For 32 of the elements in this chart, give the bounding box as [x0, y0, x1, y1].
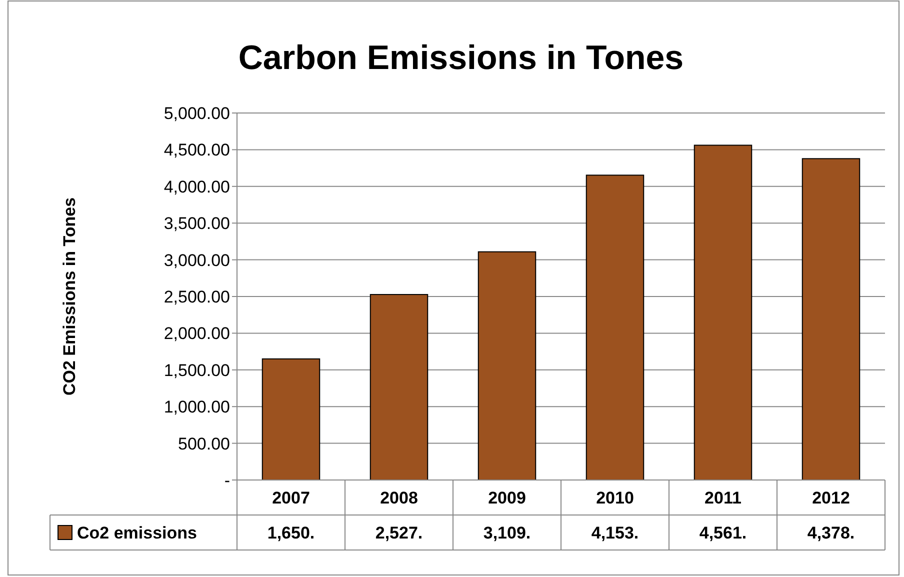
data-label: 1,650.: [267, 523, 315, 542]
x-tick-label: 2007: [272, 488, 310, 508]
y-tick-label: 4,500.00: [164, 140, 230, 160]
x-tick-label: 2012: [812, 488, 850, 508]
y-axis-title: CO2 Emissions in Tones: [60, 197, 79, 396]
data-label: 4,153.: [591, 523, 639, 542]
data-label: 4,378.: [807, 523, 855, 542]
y-tick-label: 1,000.00: [164, 398, 230, 417]
data-label: 3,109.: [483, 523, 531, 542]
bar: [586, 174, 644, 480]
y-tick-label: 2,000.00: [164, 324, 230, 344]
y-tick-label: 1,500.00: [164, 360, 230, 380]
x-tick-label: 2008: [380, 488, 418, 508]
x-tick-label: 2011: [704, 488, 742, 508]
y-tick-label: 3,500.00: [164, 214, 230, 234]
y-tick-label: -: [224, 470, 230, 490]
y-tick-label: 5,000.00: [164, 104, 230, 123]
chart-title: Carbon Emissions in Tones: [238, 39, 684, 77]
bar: [478, 251, 536, 480]
y-tick-label: 500.00: [178, 434, 230, 454]
bar: [262, 358, 320, 480]
x-tick-label: 2010: [596, 488, 634, 508]
bar: [802, 158, 860, 480]
bar: [694, 144, 752, 480]
data-label: 4,561.: [699, 523, 747, 542]
y-tick-label: 2,500.00: [164, 287, 230, 306]
legend-label: Co2 emissions: [77, 523, 197, 542]
data-label: 2,527.: [375, 523, 423, 542]
x-tick-label: 2009: [488, 488, 526, 508]
y-tick-label: 3,000.00: [164, 250, 230, 270]
bar: [370, 294, 428, 480]
y-tick-label: 4,000.00: [164, 177, 230, 196]
